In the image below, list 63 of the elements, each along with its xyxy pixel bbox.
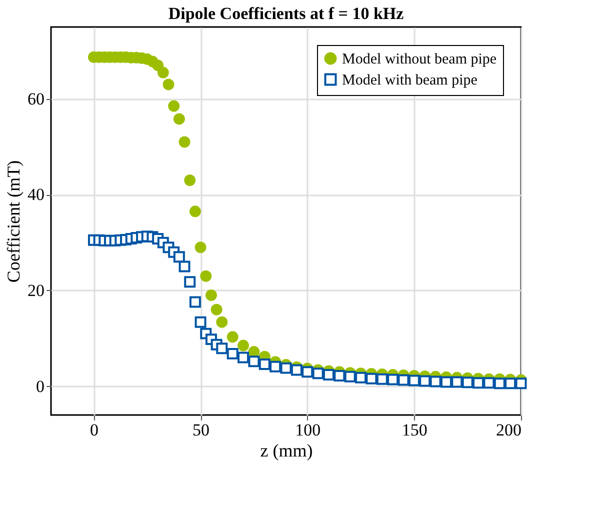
point <box>355 372 367 384</box>
point <box>173 251 185 263</box>
point <box>168 100 180 112</box>
legend-label: Model without beam pipe <box>342 52 497 68</box>
chart-title: Dipole Coefficients at f = 10 kHz <box>168 4 404 23</box>
point <box>472 377 484 389</box>
x-tick-label: 200 <box>496 420 522 440</box>
point <box>504 378 516 390</box>
point <box>189 206 201 218</box>
point <box>152 60 164 72</box>
point <box>322 369 334 381</box>
point <box>408 374 420 386</box>
point <box>216 342 228 354</box>
point <box>157 66 169 78</box>
point <box>248 356 260 368</box>
point <box>483 377 495 389</box>
point <box>178 260 190 272</box>
point <box>184 174 196 186</box>
point <box>451 376 463 388</box>
point <box>398 374 410 386</box>
point <box>376 373 388 385</box>
point <box>419 375 431 387</box>
point <box>210 304 222 316</box>
point <box>290 364 302 376</box>
point <box>238 352 250 364</box>
point <box>205 290 217 301</box>
point <box>194 316 206 328</box>
y-tick-label: 60 <box>28 89 44 108</box>
point <box>366 372 378 384</box>
point <box>226 331 238 343</box>
x-tick-label: 50 <box>192 420 210 440</box>
point <box>189 296 201 308</box>
point <box>387 374 399 386</box>
point <box>173 113 185 125</box>
legend-label: Model with beam pipe <box>342 72 478 88</box>
point <box>280 362 292 374</box>
point <box>194 242 206 254</box>
point <box>430 376 442 388</box>
point <box>270 360 282 372</box>
point <box>162 78 174 90</box>
y-tick-label: 20 <box>28 280 44 300</box>
point <box>200 270 212 282</box>
x-tick-label: 100 <box>295 420 321 440</box>
y-axis-title: Coefficient (mT) <box>4 160 24 283</box>
point <box>258 358 270 370</box>
x-tick-label: 0 <box>90 420 98 440</box>
point <box>334 370 346 382</box>
point <box>515 378 527 390</box>
x-tick-label: 150 <box>402 420 428 440</box>
point <box>238 340 250 352</box>
point <box>344 370 356 382</box>
point <box>184 276 196 288</box>
point <box>216 316 228 328</box>
point <box>440 376 452 388</box>
point <box>226 348 238 360</box>
x-axis-title: z (mm) <box>260 440 313 460</box>
point <box>178 136 190 148</box>
point <box>302 366 314 378</box>
point <box>462 376 474 388</box>
point <box>312 368 324 380</box>
point <box>494 378 506 390</box>
y-tick-label: 40 <box>28 185 44 204</box>
y-tick-label: 0 <box>36 376 44 396</box>
